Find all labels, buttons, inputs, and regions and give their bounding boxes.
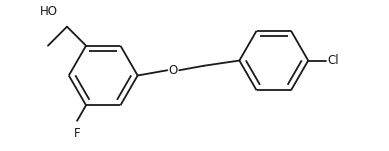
Text: F: F: [74, 127, 81, 140]
Text: O: O: [168, 64, 178, 77]
Text: Cl: Cl: [328, 54, 339, 67]
Text: HO: HO: [40, 5, 58, 18]
